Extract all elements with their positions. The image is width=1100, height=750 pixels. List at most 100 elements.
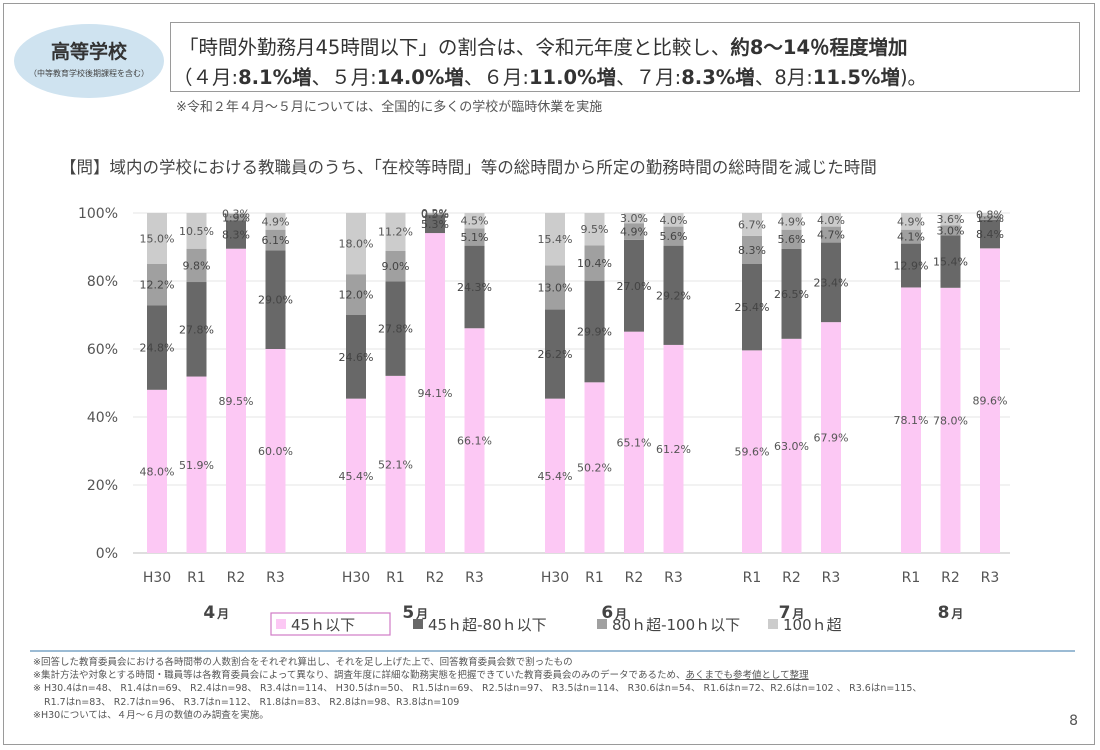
survey-question: 【問】域内の学校における教職員のうち、「在校等時間」等の総時間から所定の勤務時間… xyxy=(60,158,877,177)
headline-increase-value: 14.0%増 xyxy=(376,66,464,89)
bar-segment xyxy=(346,274,366,315)
bar-segment xyxy=(545,309,565,399)
bar-segment xyxy=(584,382,605,553)
y-tick-label: 40% xyxy=(87,410,118,426)
bar-segment xyxy=(147,213,167,264)
bar-segment xyxy=(385,375,406,553)
data-label: 27.0% xyxy=(617,280,652,293)
data-label: 27.8% xyxy=(179,323,214,336)
footnote-4: R1.7はn=83、 R2.7はn=96、 R3.7はn=112、 R1.8はn… xyxy=(44,696,460,708)
bar-segment xyxy=(742,264,762,351)
data-label: 94.1% xyxy=(418,387,453,400)
bar-segment xyxy=(584,245,605,281)
footnote-2-underlined: あくまでも参考値として整理 xyxy=(685,670,809,682)
x-tick-label: R2 xyxy=(941,570,960,586)
headline-month-text: 、8月: xyxy=(754,66,813,89)
data-label: 89.5% xyxy=(219,395,254,408)
x-tick-label: H30 xyxy=(143,570,171,586)
data-label: 60.0% xyxy=(258,445,293,458)
bar-segment xyxy=(742,235,762,264)
data-label: 0.3% xyxy=(222,208,250,221)
x-tick-label: R1 xyxy=(386,570,405,586)
bar-segment xyxy=(901,243,921,288)
legend-swatch xyxy=(768,619,778,629)
data-label: 15.4% xyxy=(538,233,573,246)
bar-segment xyxy=(980,248,1000,554)
bar-segment xyxy=(663,245,684,345)
data-label: 12.0% xyxy=(339,289,374,302)
data-label: 45.4% xyxy=(339,470,374,483)
data-label: 27.8% xyxy=(378,323,413,336)
bar-segment xyxy=(186,376,207,553)
legend-label: 100ｈ超 xyxy=(783,616,842,634)
footnote-5: ※H30については、４月～６月の数値のみ調査を実施。 xyxy=(33,709,269,721)
data-label: 24.6% xyxy=(339,351,374,364)
data-label: 24.8% xyxy=(140,342,175,355)
footnote-divider xyxy=(30,650,1075,652)
bar-segment xyxy=(940,235,961,288)
data-label: 59.6% xyxy=(735,446,770,459)
bar-segment xyxy=(545,265,565,310)
data-label: 1.9% xyxy=(222,211,250,224)
data-label: 66.1% xyxy=(457,435,492,448)
data-label: 15.4% xyxy=(933,256,968,269)
data-label: 9.0% xyxy=(382,260,410,273)
headline-month-text: 、７月: xyxy=(616,66,682,89)
data-label: 89.6% xyxy=(973,395,1008,408)
data-label: 4.9% xyxy=(778,215,806,228)
closure-note: ※令和２年４月～５月については、全国的に多くの学校が臨時休業を実施 xyxy=(176,100,603,115)
bar-segment xyxy=(821,213,841,227)
bar-segment xyxy=(147,305,167,390)
x-tick-label: R3 xyxy=(981,570,1000,586)
data-label: 65.1% xyxy=(617,436,652,449)
x-tick-label: R2 xyxy=(782,570,801,586)
legend-swatch xyxy=(597,619,607,629)
data-label: 0.5% xyxy=(421,208,449,221)
bar-segment xyxy=(226,214,246,221)
bar-segment xyxy=(265,250,286,349)
headline-month-text: 、６月: xyxy=(463,66,529,89)
bar-segment xyxy=(385,281,406,376)
data-label: 3.0% xyxy=(937,224,965,237)
x-tick-label: R3 xyxy=(266,570,285,586)
bar-segment xyxy=(226,220,246,249)
bar-segment xyxy=(781,248,802,339)
footnote-1: ※回答した教育委員会における各時間帯の人数割合をそれぞれ算出し、それを足し上げた… xyxy=(33,657,573,668)
bar-segment xyxy=(663,213,684,227)
bar-segment xyxy=(663,344,684,553)
bar-segment xyxy=(624,213,644,224)
data-label: 13.0% xyxy=(538,281,573,294)
school-type-subtitle: （中等教育学校後期課程を含む） xyxy=(29,69,149,78)
bar-segment xyxy=(940,225,961,236)
bar-segment xyxy=(346,213,366,275)
bar-segment xyxy=(901,229,921,244)
data-label: 4.0% xyxy=(660,214,688,227)
data-label: 48.0% xyxy=(140,465,175,478)
data-label: 4.0% xyxy=(817,214,845,227)
data-label: 78.0% xyxy=(933,414,968,427)
data-label: 4.5% xyxy=(461,215,489,228)
bar-segment xyxy=(901,213,921,230)
bar-segment xyxy=(980,219,1000,249)
x-tick-label: R1 xyxy=(743,570,762,586)
data-label: 4.9% xyxy=(262,215,290,228)
headline-line-2: （４月:8.1%増、５月:14.0%増、６月:11.0%増、７月:8.3%増、8… xyxy=(173,61,927,90)
x-tick-label: R3 xyxy=(465,570,484,586)
headline-increase-value: 8.3%増 xyxy=(681,66,755,89)
footnote-2: ※集計方法や対象とする時間・職員等は各教育委員会によって異なり、調査年度に詳細な… xyxy=(33,669,922,682)
bar-segment xyxy=(980,213,1000,216)
data-label: 26.5% xyxy=(774,288,809,301)
data-label: 78.1% xyxy=(894,414,929,427)
data-label: 45.4% xyxy=(538,470,573,483)
bar-segment xyxy=(821,242,841,323)
footnote-2-text: ※集計方法や対象とする時間・職員等は各教育委員会によって異なり、調査年度に詳細な… xyxy=(33,670,686,682)
bar-segment xyxy=(464,245,485,329)
y-tick-label: 80% xyxy=(87,274,118,290)
bar-segment xyxy=(425,212,445,214)
bar-segment xyxy=(385,212,406,251)
data-label: 63.0% xyxy=(774,440,809,453)
bar-segment xyxy=(265,229,286,251)
headline-increase-value: 8.1%増 xyxy=(238,66,312,89)
